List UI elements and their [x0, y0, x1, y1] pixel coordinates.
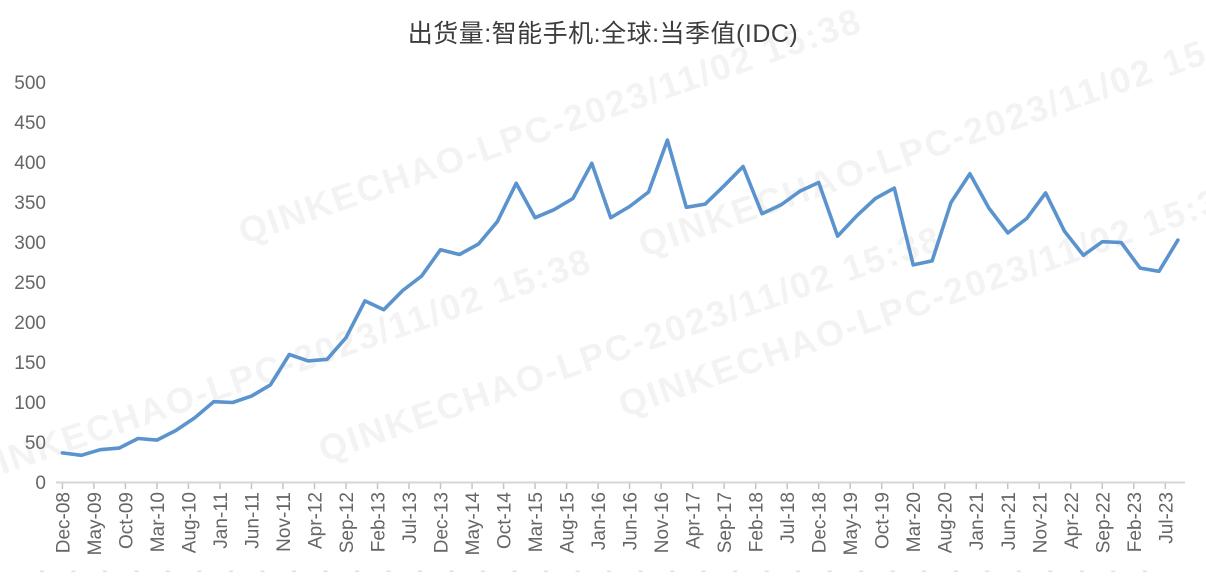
y-axis-label: 50	[25, 433, 46, 454]
bottom-tick-mark	[386, 570, 391, 573]
bottom-tick-mark	[733, 570, 738, 573]
bottom-tick-mark	[481, 570, 486, 573]
shipments-line-series	[60, 138, 1180, 458]
y-axis-label: 150	[14, 353, 46, 374]
y-axis-label: 400	[14, 153, 46, 174]
bottom-tick-mark	[449, 570, 454, 573]
y-axis-label: 450	[14, 113, 46, 134]
bottom-tick-mark	[607, 570, 612, 573]
y-axis-label: 0	[35, 473, 46, 494]
x-axis-label: May-09	[85, 492, 106, 555]
bottom-tick-mark	[859, 570, 864, 573]
x-axis-label: Jun-21	[999, 492, 1020, 550]
x-axis-label: Apr-22	[1062, 492, 1083, 549]
x-axis-label: Nov-16	[652, 492, 673, 553]
y-axis-label: 350	[14, 193, 46, 214]
x-axis-label: Dec-18	[810, 492, 831, 553]
x-axis-label: Jan-11	[211, 492, 232, 549]
bottom-tick-mark	[575, 570, 580, 573]
x-axis-label: Mar-20	[904, 492, 925, 552]
bottom-tick-mark	[39, 570, 44, 573]
bottom-tick-mark	[71, 570, 76, 573]
bottom-tick-mark	[1048, 570, 1053, 573]
x-axis-label: Nov-11	[274, 492, 295, 552]
bottom-tick-mark	[922, 570, 927, 573]
x-axis-label: Apr-17	[684, 492, 705, 549]
y-axis-label: 200	[14, 313, 46, 334]
bottom-tick-mark	[953, 570, 958, 573]
x-axis-label: Oct-09	[116, 492, 137, 549]
x-axis-label: Feb-23	[1125, 492, 1146, 552]
bottom-tick-mark	[260, 570, 265, 573]
x-axis-label: Jan-21	[967, 492, 988, 550]
bottom-tick-mark	[1016, 570, 1021, 573]
bottom-tick-mark	[796, 570, 801, 573]
x-axis-label: Jul-23	[1156, 492, 1177, 544]
x-axis-label: Aug-15	[558, 492, 579, 553]
x-axis-label: Aug-20	[936, 492, 957, 553]
x-axis-label: Jan-16	[589, 492, 610, 550]
x-axis-label: May-19	[841, 492, 862, 555]
x-axis-label: Oct-19	[873, 492, 894, 549]
bottom-tick-mark	[670, 570, 675, 573]
bottom-tick-mark	[291, 570, 296, 573]
bottom-tick-mark	[827, 570, 832, 573]
x-axis-label: Nov-21	[1030, 492, 1051, 553]
bottom-tick-mark	[134, 570, 139, 573]
y-axis-label: 100	[14, 393, 46, 414]
x-axis-label: Feb-18	[747, 492, 768, 552]
x-axis-label: Oct-14	[495, 492, 516, 549]
x-axis-label: Apr-12	[305, 492, 326, 549]
bottom-tick-mark	[512, 570, 517, 573]
x-axis-label: Dec-08	[53, 492, 74, 553]
bottom-tick-mark	[165, 570, 170, 573]
bottom-tick-mark	[102, 570, 107, 573]
x-axis-label: Mar-10	[148, 492, 169, 552]
bottom-tick-mark	[228, 570, 233, 573]
x-axis-label: Jun-16	[621, 492, 642, 550]
bottom-tick-mark	[323, 570, 328, 573]
x-axis-label: Dec-13	[432, 492, 453, 553]
x-axis-label: Mar-15	[526, 492, 547, 552]
x-axis-label: Jun-11	[242, 492, 263, 549]
bottom-tick-mark	[544, 570, 549, 573]
bottom-tick-mark	[890, 570, 895, 573]
bottom-tick-mark	[1079, 570, 1084, 573]
x-axis-label: Jul-13	[400, 492, 421, 544]
x-axis-label: Sep-17	[715, 492, 736, 553]
chart-title: 出货量:智能手机:全球:当季值(IDC)	[407, 20, 799, 48]
y-axis-label: 300	[14, 233, 46, 254]
x-axis-label: Feb-13	[369, 492, 390, 552]
bottom-tick-mark	[985, 570, 990, 573]
bottom-tick-mark	[355, 570, 360, 573]
y-axis-label: 250	[14, 273, 46, 294]
bottom-tick-mark	[701, 570, 706, 573]
bottom-tick-mark	[418, 570, 423, 573]
x-axis-label: Aug-10	[179, 492, 200, 553]
bottom-tick-mark	[197, 570, 202, 573]
x-axis-label: May-14	[463, 492, 484, 556]
bottom-tick-mark	[1142, 570, 1147, 573]
bottom-tick-mark	[764, 570, 769, 573]
x-axis-label: Sep-12	[337, 492, 358, 553]
y-axis-label: 500	[14, 73, 46, 94]
bottom-tick-mark	[638, 570, 643, 573]
x-axis-label: Jul-18	[778, 492, 799, 544]
x-axis-label: Sep-22	[1093, 492, 1114, 553]
bottom-tick-mark	[1111, 570, 1116, 573]
